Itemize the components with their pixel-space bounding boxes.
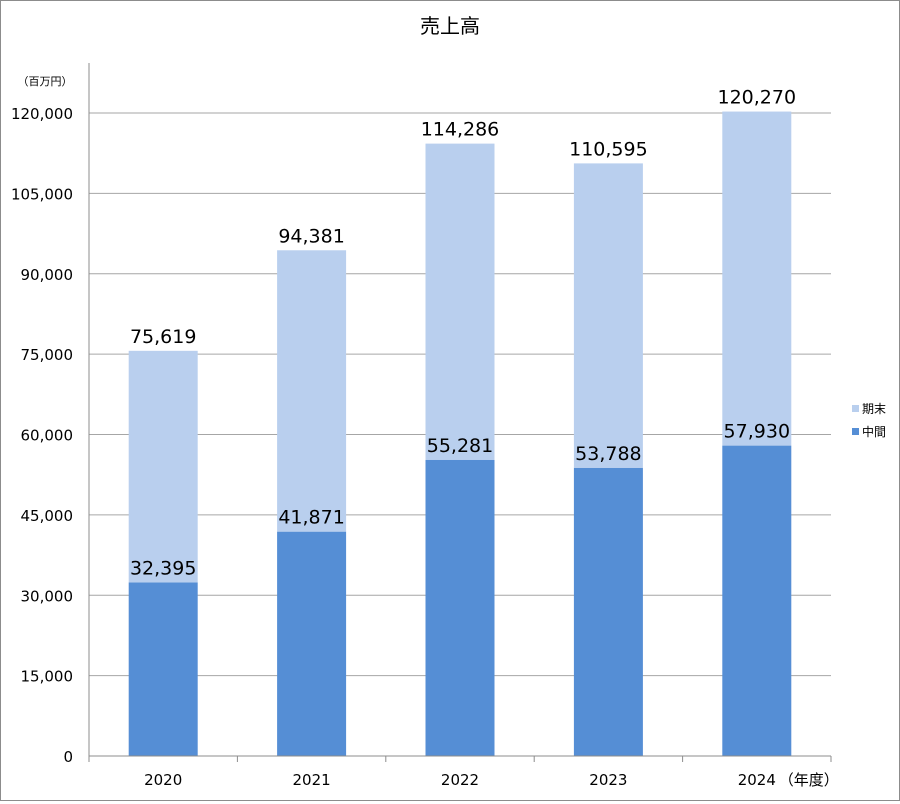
bar-期末-2023 [573, 163, 643, 468]
y-axis-unit-label: （百万円） [18, 75, 73, 88]
bar-中間-2021 [277, 531, 347, 756]
axes [88, 63, 832, 762]
bar-中間-2024 [722, 445, 792, 756]
data-label: 57,930 [724, 421, 790, 443]
x-axis-tick-labels: 2020 2021 2022 2023 2024 （年度） [144, 771, 839, 789]
data-label: 114,286 [421, 119, 500, 141]
data-label: 32,395 [130, 557, 196, 579]
bar-中間-2023 [573, 467, 643, 756]
x-tick-label: 2023 [589, 771, 627, 789]
chart-title: 売上高 [420, 14, 480, 38]
y-tick-label: 90,000 [21, 266, 74, 284]
data-label: 75,619 [130, 326, 196, 348]
legend-label: 中間 [862, 424, 886, 439]
y-tick-label: 75,000 [21, 346, 74, 364]
data-label: 110,595 [569, 138, 648, 160]
y-tick-label: 30,000 [21, 587, 74, 605]
bar-中間-2020 [128, 582, 198, 756]
bars [128, 111, 792, 756]
bar-期末-2020 [128, 350, 198, 583]
y-tick-label: 45,000 [21, 507, 74, 525]
bar-期末-2024 [722, 111, 792, 446]
y-axis-tick-labels: 0 15,000 30,000 45,000 60,000 75,000 90,000 105… [11, 105, 73, 766]
x-tick-label: 2024 [738, 771, 776, 789]
y-tick-label: 15,000 [21, 668, 74, 686]
data-label: 94,381 [278, 225, 344, 247]
y-tick-label: 60,000 [21, 427, 74, 445]
y-tick-label: 0 [63, 748, 73, 766]
x-tick-label: 2021 [293, 771, 331, 789]
legend-label: 期末 [862, 402, 886, 416]
bar-期末-2022 [425, 143, 495, 460]
x-axis-unit-label: （年度） [779, 771, 839, 789]
bar-中間-2022 [425, 459, 495, 756]
y-tick-label: 105,000 [11, 185, 73, 203]
x-tick-label: 2020 [144, 771, 182, 789]
data-label: 41,871 [278, 507, 344, 529]
y-tick-label: 120,000 [11, 105, 73, 123]
legend-swatch [852, 405, 859, 412]
legend-swatch [852, 428, 859, 435]
data-label: 55,281 [427, 435, 493, 457]
data-label: 53,788 [575, 443, 641, 465]
data-labels: 32,395 75,619 41,871 94,381 55,281 114,286 53,… [130, 87, 796, 580]
x-tick-label: 2022 [441, 771, 479, 789]
bar-期末-2021 [277, 250, 347, 532]
data-label: 120,270 [718, 87, 797, 109]
